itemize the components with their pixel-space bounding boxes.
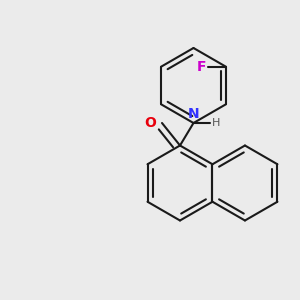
Text: H: H — [212, 118, 220, 128]
Text: O: O — [144, 116, 156, 130]
Text: F: F — [197, 60, 206, 74]
Text: N: N — [188, 107, 199, 122]
